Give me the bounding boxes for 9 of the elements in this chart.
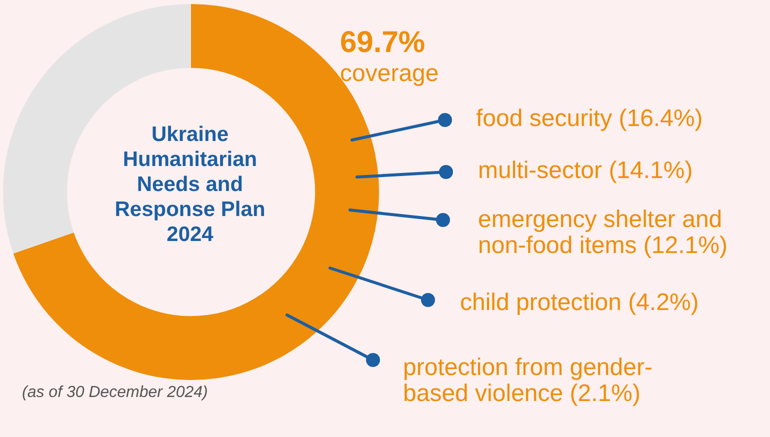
text: (as of 30 December 2024) — [22, 384, 208, 402]
text: child protection (4.2%) — [460, 289, 700, 316]
text: Ukraine Humanitarian Needs and Response Plan 2024 — [114, 122, 266, 247]
text: emergency shelter and non-food items (12.1%) — [478, 206, 728, 259]
data-label: 69.7% — [340, 26, 426, 60]
slice-label: coverage — [340, 60, 439, 88]
text: multi-sector (14.1%) — [478, 157, 694, 184]
text: food security (16.4%) — [476, 105, 704, 132]
text: protection from gender-based violence (2.1%) — [403, 354, 654, 407]
